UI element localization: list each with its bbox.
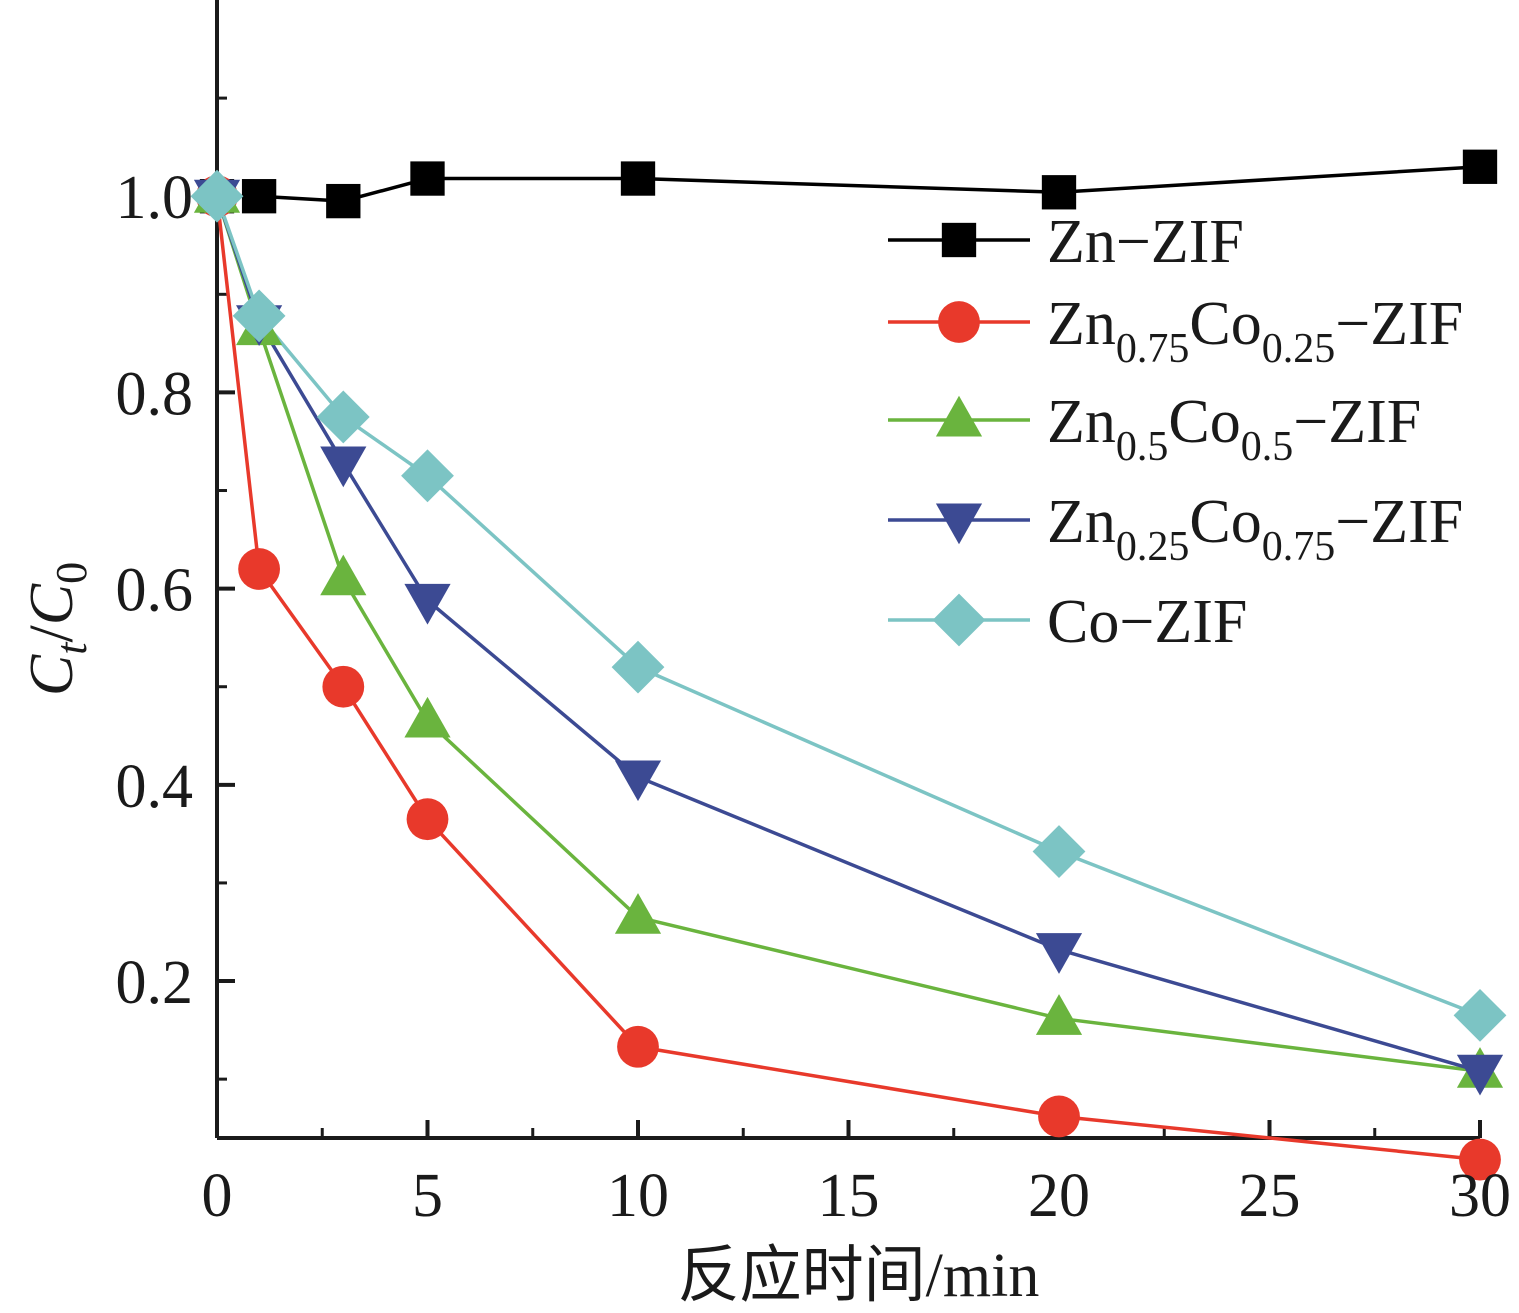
data-point-2: [320, 554, 367, 596]
x-tick-label: 10: [607, 1162, 669, 1230]
legend-text: Co: [1189, 290, 1261, 358]
legend-marker: [938, 301, 980, 343]
y-tick-label: 0.6: [116, 557, 194, 625]
legend-subscript: 0.75: [1116, 326, 1190, 372]
legend-text: −ZIF: [1293, 388, 1421, 456]
data-point-0: [1462, 149, 1498, 184]
legend-subscript: 0.5: [1241, 424, 1294, 470]
legend-text: Co: [1189, 488, 1261, 556]
data-point-3: [320, 446, 367, 488]
legend-label: Zn0.5Co0.5−ZIF: [1047, 388, 1421, 470]
legend-marker: [941, 222, 977, 258]
data-point-1: [617, 1025, 659, 1068]
legend-text: Zn: [1047, 488, 1116, 556]
data-point-4: [611, 640, 665, 694]
data-point-1: [406, 798, 449, 841]
y-label-sub-num: t: [47, 641, 96, 655]
legend-subscript: 0.5: [1116, 424, 1169, 470]
series-lines: [215, 165, 1481, 1162]
legend-label: Co−ZIF: [1047, 588, 1247, 656]
y-label-sep: /: [18, 625, 86, 643]
legend-item-4: Co−ZIF: [888, 588, 1247, 656]
legend-subscript: 0.25: [1116, 524, 1190, 570]
legend-marker: [935, 395, 983, 437]
y-label-sub-den: 0: [47, 562, 96, 584]
y-tick-label: 0.2: [116, 949, 194, 1017]
tick-labels: 0 5 10 15 20 25 30 0.2 0.4 0.6 0.8 1.0: [116, 164, 1512, 1230]
legend-text: Zn−ZIF: [1047, 208, 1244, 276]
x-axis-label: 反应时间/min: [678, 1242, 1040, 1310]
data-point-4: [232, 289, 286, 343]
data-point-3: [614, 760, 662, 802]
data-point-1: [1459, 1138, 1501, 1181]
x-tick-label: 15: [818, 1162, 880, 1230]
legend-text: Co−ZIF: [1047, 588, 1247, 656]
data-point-4: [190, 169, 244, 223]
y-axis-label: Ct/C0: [18, 562, 96, 696]
x-tick-label: 0: [202, 1162, 233, 1230]
data-point-2: [1035, 994, 1083, 1035]
series-markers: [190, 149, 1507, 1181]
legend-item-3: Zn0.25Co0.75−ZIF: [888, 488, 1463, 570]
data-point-3: [1456, 1054, 1504, 1096]
series-line-0: [217, 165, 1481, 203]
legend-text: Co: [1168, 388, 1240, 456]
y-tick-label: 0.8: [116, 360, 194, 428]
data-point-1: [238, 548, 280, 590]
x-tick-label: 20: [1028, 1162, 1090, 1230]
data-point-0: [1041, 175, 1077, 210]
data-point-4: [1453, 988, 1507, 1042]
legend: Zn−ZIFZn0.75Co0.25−ZIFZn0.5Co0.5−ZIFZn0.…: [888, 208, 1463, 656]
y-tick-label: 1.0: [116, 164, 194, 232]
y-tick-label: 0.4: [116, 753, 194, 821]
legend-marker: [932, 593, 986, 647]
data-point-0: [326, 183, 361, 219]
data-point-3: [404, 583, 451, 625]
legend-item-1: Zn0.75Co0.25−ZIF: [888, 290, 1463, 372]
data-point-4: [401, 449, 454, 503]
series-line-4: [215, 195, 1481, 1018]
legend-text: −ZIF: [1335, 488, 1463, 556]
y-label-var2: C: [18, 583, 86, 625]
data-point-3: [1035, 933, 1083, 974]
data-point-2: [404, 696, 451, 738]
data-point-0: [241, 179, 277, 214]
y-label-var: C: [18, 654, 86, 696]
legend-subscript: 0.25: [1262, 326, 1336, 372]
data-point-0: [620, 161, 656, 196]
data-point-1: [322, 665, 365, 708]
data-point-0: [410, 161, 445, 196]
legend-label: Zn0.75Co0.25−ZIF: [1047, 290, 1463, 372]
legend-item-2: Zn0.5Co0.5−ZIF: [888, 388, 1421, 470]
legend-text: Zn: [1047, 388, 1116, 456]
legend-label: Zn0.25Co0.75−ZIF: [1047, 488, 1463, 570]
x-tick-label: 25: [1239, 1162, 1301, 1230]
legend-subscript: 0.75: [1262, 524, 1336, 570]
x-tick-label: 5: [412, 1162, 443, 1230]
data-point-4: [1032, 825, 1086, 878]
data-point-1: [1038, 1095, 1080, 1138]
legend-label: Zn−ZIF: [1047, 208, 1244, 276]
data-point-2: [614, 893, 662, 934]
legend-text: Zn: [1047, 290, 1116, 358]
x-tick-label: 30: [1449, 1162, 1511, 1230]
legend-text: −ZIF: [1335, 290, 1463, 358]
legend-item-0: Zn−ZIF: [888, 208, 1244, 276]
legend-marker: [935, 503, 983, 545]
data-point-4: [316, 390, 370, 444]
